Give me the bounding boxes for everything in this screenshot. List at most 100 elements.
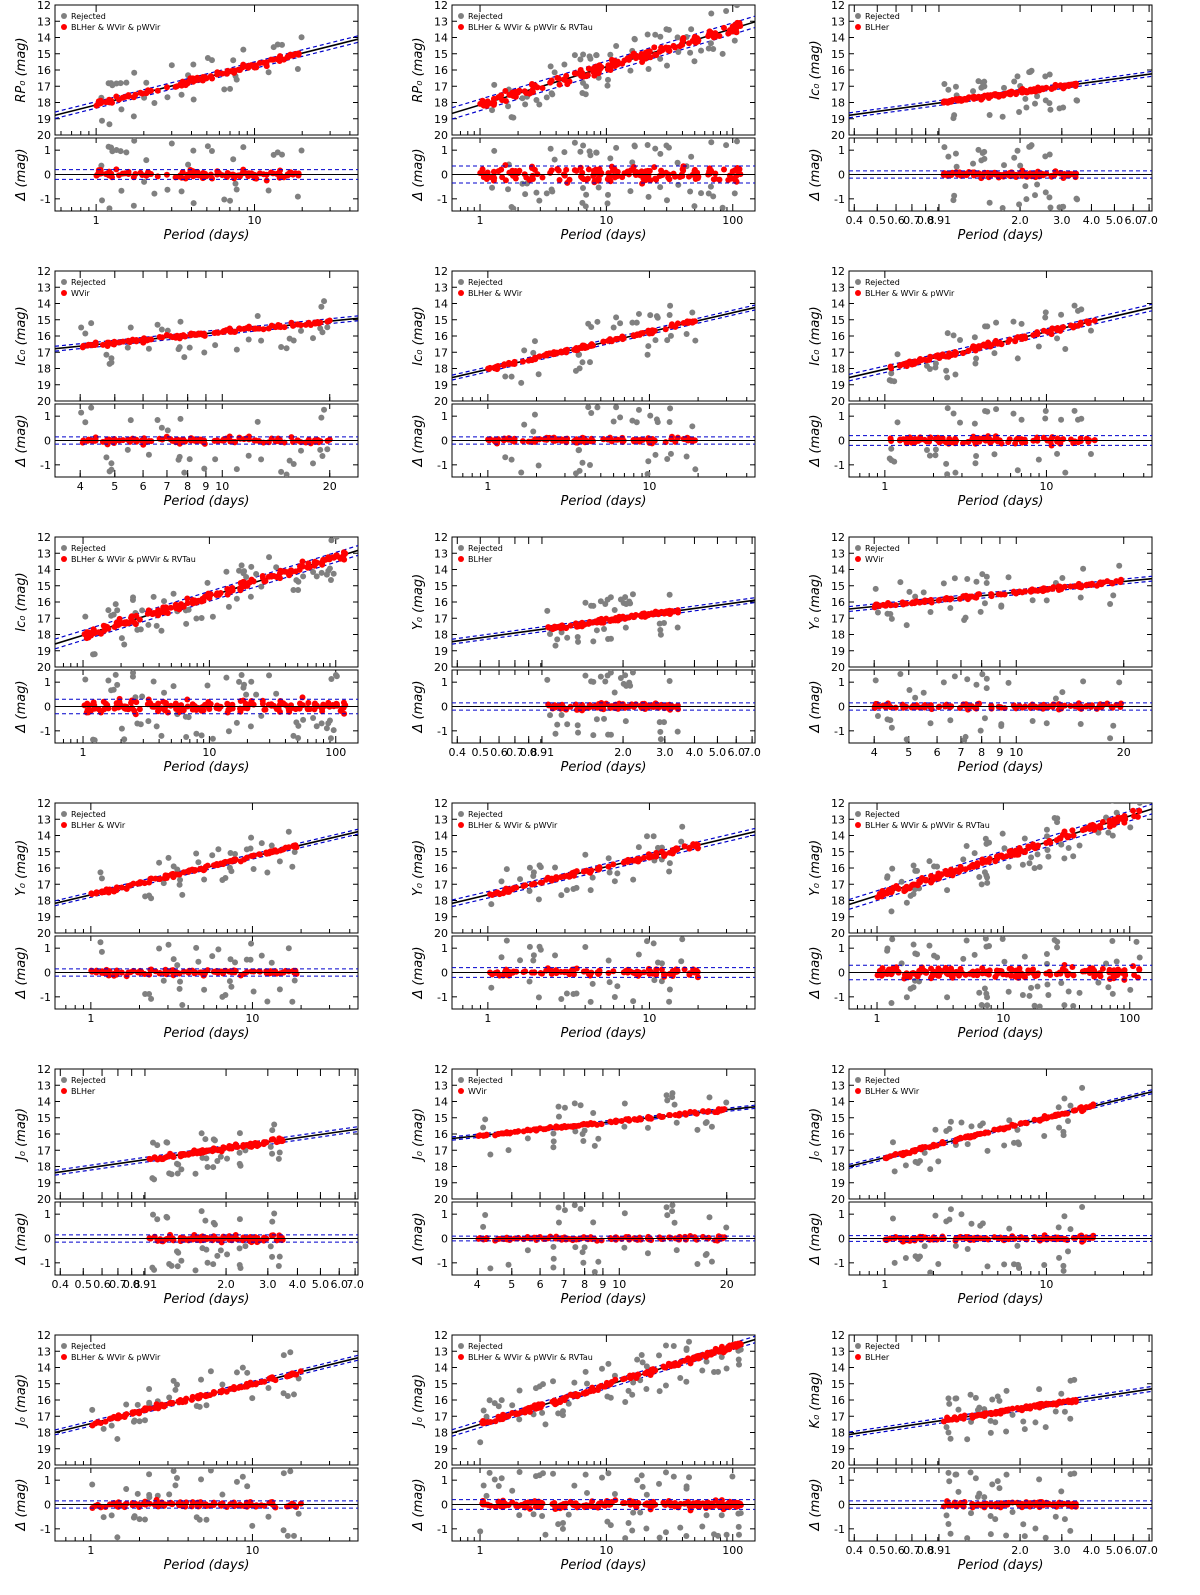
resid-y-tick-label: 1 <box>44 410 51 423</box>
rejected-residual-point <box>605 731 612 738</box>
rejected-point <box>977 608 984 615</box>
rejected-residual-point <box>153 723 160 730</box>
rejected-residual-point <box>558 995 565 1002</box>
rejected-point <box>204 54 211 61</box>
selected-point <box>322 556 329 563</box>
selected-point <box>706 31 713 38</box>
selected-residual-point <box>506 436 513 443</box>
rejected-residual-point <box>317 446 324 453</box>
y-tick-label: 19 <box>434 113 448 126</box>
rejected-point <box>1031 865 1038 872</box>
selected-residual-point <box>1054 438 1061 445</box>
selected-point <box>226 325 233 332</box>
rejected-residual-point <box>998 722 1005 729</box>
x-tick-label: 2.0 <box>614 746 632 759</box>
selected-point <box>985 95 992 102</box>
resid-y-tick-label: -1 <box>40 459 51 472</box>
resid-y-tick-label: -1 <box>834 991 845 1004</box>
selected-residual-point <box>483 175 490 182</box>
rejected-point <box>978 881 985 888</box>
rejected-residual-point <box>1054 450 1061 457</box>
y-tick-label: 12 <box>37 531 51 544</box>
rejected-residual-point <box>108 466 115 473</box>
rejected-point <box>594 318 601 325</box>
rejected-point <box>708 10 715 17</box>
selected-residual-point <box>988 438 995 445</box>
y-tick-label: 20 <box>831 661 845 674</box>
rejected-point <box>998 603 1005 610</box>
y-tick-label: 14 <box>434 298 448 311</box>
rejected-point <box>321 298 328 305</box>
selected-point <box>157 875 164 882</box>
rejected-residual-point <box>611 689 618 696</box>
rejected-residual-point <box>510 205 517 211</box>
selected-point <box>1056 583 1063 590</box>
selected-point <box>88 890 95 897</box>
rejected-point <box>323 571 330 578</box>
selected-residual-point <box>579 174 586 181</box>
rejected-residual-point <box>572 470 579 477</box>
rejected-point <box>195 859 202 866</box>
rejected-point <box>657 631 664 638</box>
selected-residual-point <box>270 702 277 709</box>
rejected-residual-point <box>957 419 964 426</box>
selected-point <box>137 89 144 96</box>
selected-residual-point <box>102 170 109 177</box>
rejected-residual-point <box>530 957 537 964</box>
rejected-residual-point <box>1010 410 1017 417</box>
rejected-residual-point <box>233 186 240 193</box>
selected-residual-point <box>495 168 502 175</box>
legend-selected-marker <box>61 290 67 296</box>
selected-point <box>113 884 120 891</box>
x-tick-label: 1 <box>477 214 484 227</box>
y-axis-label: Y₀ (mag) <box>411 574 426 630</box>
rejected-residual-point <box>1116 679 1123 686</box>
rejected-point <box>1014 73 1021 80</box>
selected-point <box>81 631 88 638</box>
selected-point <box>538 879 545 886</box>
rejected-point <box>222 875 229 882</box>
rejected-point <box>1036 864 1043 871</box>
legend-rejected-marker <box>855 279 861 285</box>
y-axis-label: Ic₀ (mag) <box>14 306 29 365</box>
rejected-residual-point <box>491 147 498 154</box>
rejected-residual-point <box>652 145 659 152</box>
selected-point <box>958 96 965 103</box>
legend-rejected-label: Rejected <box>865 544 900 553</box>
rejected-residual-point <box>617 675 624 682</box>
rejected-point <box>114 607 121 614</box>
legend-rejected-marker <box>855 545 861 551</box>
y-tick-label: 19 <box>434 911 448 924</box>
selected-point <box>483 102 490 109</box>
rejected-point <box>910 862 917 869</box>
selected-residual-point <box>976 700 983 707</box>
selected-point <box>658 44 665 51</box>
x-axis-label: Period (days) <box>164 494 250 509</box>
legend-selected-label: BLHer & WVir & pWVir & RVTau <box>71 555 196 564</box>
rejected-point <box>605 636 612 643</box>
rejected-residual-point <box>318 414 325 421</box>
rejected-point <box>972 360 979 367</box>
selected-point <box>98 888 105 895</box>
rejected-residual-point <box>723 142 730 149</box>
rejected-residual-point <box>940 679 947 686</box>
selected-residual-point <box>728 175 735 182</box>
rejected-point <box>248 834 255 841</box>
rejected-residual-point <box>932 452 939 459</box>
selected-point <box>661 851 668 858</box>
x-tick-label: 7.0 <box>1140 214 1158 227</box>
selected-point <box>290 322 297 329</box>
rejected-residual-point <box>626 679 633 686</box>
y-tick-label: 16 <box>37 330 51 343</box>
rejected-residual-point <box>645 458 652 465</box>
rejected-residual-point <box>170 956 177 963</box>
rejected-point <box>872 585 879 592</box>
rejected-point <box>278 41 285 48</box>
legend-selected-marker <box>458 290 464 296</box>
selected-point <box>1117 579 1124 586</box>
residual-y-axis-label: Δ (mag) <box>14 946 29 999</box>
rejected-residual-point <box>973 681 980 688</box>
residual-points <box>93 138 305 211</box>
